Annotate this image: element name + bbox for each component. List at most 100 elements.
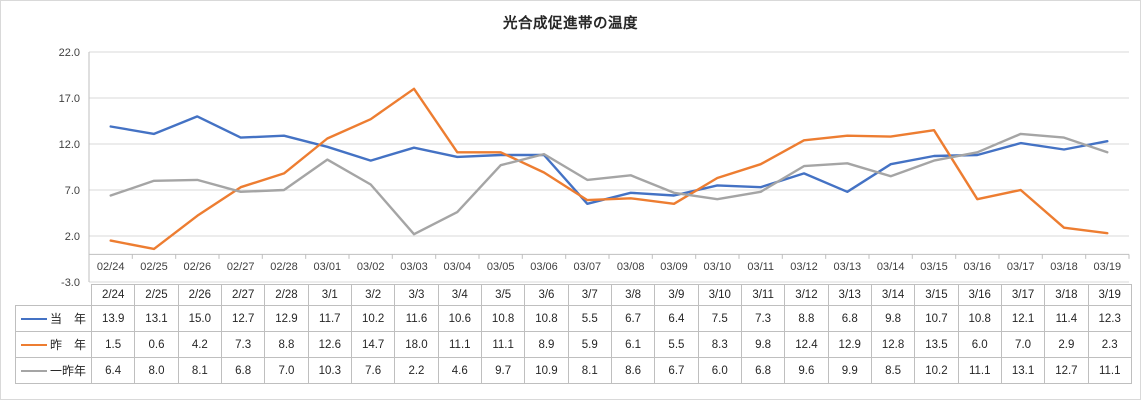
value-cell: 8.6 [610,357,656,384]
value-cell: 6.8 [220,357,266,384]
series-name: 昨 年 [50,338,87,352]
plot-area: 22.0 17.0 12.0 7.0 2.0 -3.0 02/24 02/25 02/26 02/… [59,47,1130,289]
value-cell: 9.7 [480,357,526,384]
y-axis-tick-label: 2.0 [65,231,80,243]
column-header-cell: 3/15 [914,284,959,306]
x-axis-tick-label: 03/03 [400,261,428,273]
x-axis-tick-label: 03/04 [444,261,472,273]
legend-key-two-years-ago-icon [21,369,47,372]
value-cell: 10.2 [350,305,396,332]
value-cell: 8.3 [697,331,742,358]
column-header-cell: 3/10 [697,284,742,306]
value-cell: 12.4 [784,331,829,358]
value-cell: 7.3 [220,331,266,358]
value-cell: 9.9 [827,357,872,384]
value-cell: 10.7 [914,305,959,332]
value-cell: 10.3 [307,357,352,384]
x-axis-tick-label: 03/17 [1007,261,1035,273]
value-cell: 8.1 [567,357,612,384]
x-axis-tick-label: 03/14 [877,261,905,273]
x-axis-tick-label: 02/26 [184,261,212,273]
legend-key-last-year-icon [21,343,47,346]
x-axis-tick-label: 02/25 [140,261,168,273]
x-axis-tick-label: 03/19 [1094,261,1122,273]
value-cell: 11.1 [957,357,1002,384]
value-cell: 9.8 [870,305,916,332]
column-header-cell: 3/4 [437,284,482,306]
x-axis-tick-label: 03/02 [357,261,385,273]
y-axis-tick-label: 17.0 [59,93,80,105]
value-cell: 11.1 [437,331,482,358]
x-axis-tick-label: 03/08 [617,261,645,273]
value-cell: 6.7 [654,357,699,384]
series-line-last-year [109,87,1109,251]
value-cell: 14.7 [350,331,396,358]
value-cell: 8.8 [264,331,309,358]
value-cell: 7.0 [1000,331,1046,358]
table-row-current-year: 当 年 13.9 13.1 15.0 12.7 12.9 11.7 10.2 11.6 10.6 1… [15,305,1132,332]
value-cell: 8.9 [524,331,569,358]
value-cell: 9.6 [784,357,829,384]
x-axis-tick-label: 03/16 [964,261,992,273]
column-header-cell: 3/11 [740,284,786,306]
column-header-cell: 2/24 [90,284,136,306]
column-header-cell: 3/17 [1000,284,1046,306]
x-axis-tick-label: 03/05 [487,261,515,273]
value-cell: 2.9 [1044,331,1089,358]
column-header-cell: 2/26 [177,284,222,306]
x-axis-tick-label: 02/27 [227,261,255,273]
table-corner-cell [16,285,92,306]
value-cell: 11.7 [307,305,352,332]
series-label-cell: 昨 年 [15,331,92,358]
table-header-row: 2/24 2/25 2/26 2/27 2/28 3/1 3/2 3/3 3/4 3/5 3/6 3/… [16,284,1132,306]
column-header-cell: 3/3 [394,284,439,306]
column-header-cell: 3/12 [784,284,829,306]
x-axis-tick-label: 03/18 [1050,261,1078,273]
column-header-cell: 3/8 [610,284,656,306]
value-cell: 6.0 [957,331,1002,358]
value-cell: 12.7 [1044,357,1089,384]
y-axis-tick-label: 7.0 [65,185,80,197]
column-header-cell: 2/27 [220,284,266,306]
value-cell: 0.6 [134,331,179,358]
x-axis-tick-label: 03/15 [920,261,948,273]
value-cell: 12.8 [870,331,916,358]
value-cell: 11.4 [1044,305,1089,332]
value-cell: 11.1 [480,331,526,358]
chart-data-table: 2/24 2/25 2/26 2/27 2/28 3/1 3/2 3/3 3/4 3/5 3/6 3/… [15,284,1132,384]
value-cell: 5.9 [567,331,612,358]
column-header-cell: 3/5 [480,284,526,306]
value-cell: 7.5 [697,305,742,332]
value-cell: 11.1 [1087,357,1132,384]
value-cell: 6.8 [827,305,872,332]
value-cell: 10.8 [957,305,1002,332]
series-label-cell: 一昨年 [15,357,92,384]
column-header-cell: 3/16 [957,284,1002,306]
column-header-cell: 3/1 [307,284,352,306]
value-cell: 8.8 [784,305,829,332]
x-axis-tick-label: 03/11 [747,261,774,273]
value-cell: 5.5 [567,305,612,332]
column-header-cell: 3/13 [827,284,872,306]
x-axis-tick-label: 02/24 [97,261,125,273]
value-cell: 7.3 [740,305,786,332]
value-cell: 10.8 [524,305,569,332]
value-cell: 6.4 [654,305,699,332]
value-cell: 6.4 [90,357,136,384]
value-cell: 2.2 [394,357,439,384]
column-header-cell: 3/14 [870,284,916,306]
y-axis-tick-label: -3.0 [61,277,80,289]
column-header-cell: 2/28 [264,284,309,306]
value-cell: 13.1 [1000,357,1046,384]
value-cell: 12.9 [264,305,309,332]
column-header-cell: 3/2 [350,284,396,306]
y-axis-tick-label: 22.0 [59,47,80,59]
value-cell: 10.9 [524,357,569,384]
value-cell: 4.2 [177,331,222,358]
column-header-cell: 3/19 [1087,284,1132,306]
value-cell: 6.7 [610,305,656,332]
value-cell: 12.9 [827,331,872,358]
legend-key-current-year-icon [21,317,47,320]
value-cell: 8.5 [870,357,916,384]
column-header-cell: 3/6 [524,284,569,306]
